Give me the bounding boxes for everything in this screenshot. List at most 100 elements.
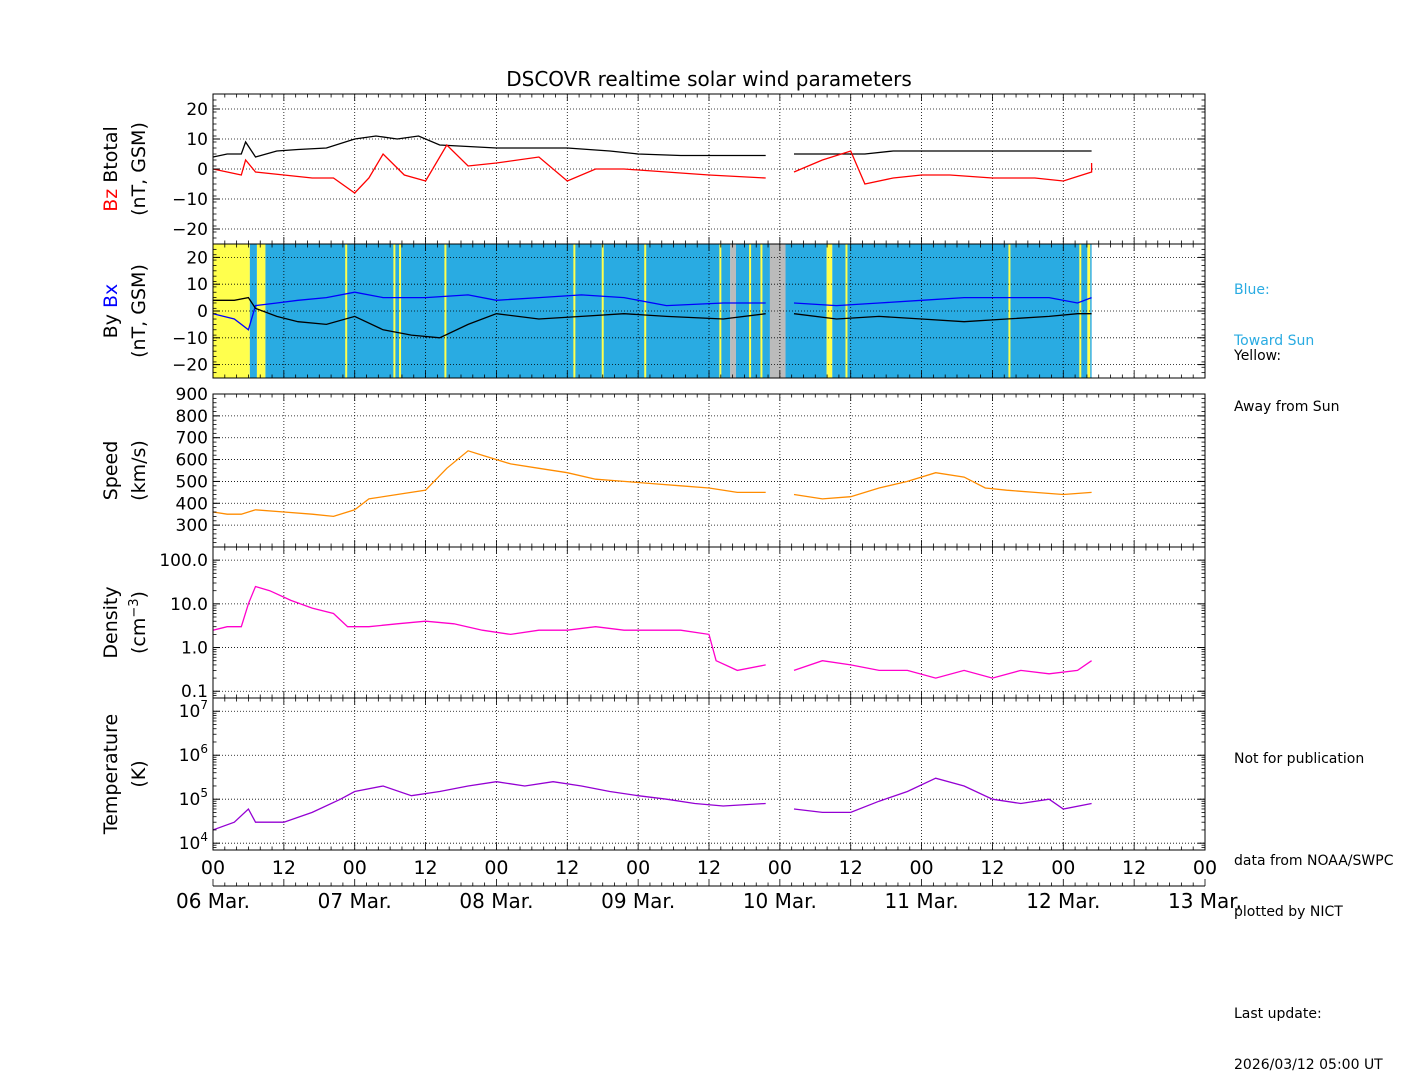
y-tick-label: 0.1 xyxy=(181,682,208,702)
x-date-label: 10 Mar. xyxy=(743,889,817,913)
grid-density xyxy=(213,547,1205,698)
y-axis-label: (km/s) xyxy=(128,440,150,501)
y-tick-label: 1.0 xyxy=(181,639,208,659)
x-date-label: 09 Mar. xyxy=(601,889,675,913)
y-tick-label: 107 xyxy=(179,698,208,722)
legend-blue-label: Blue: xyxy=(1234,282,1270,298)
y-tick-label: 700 xyxy=(176,429,208,449)
legend-yellow-text: Away from Sun xyxy=(1234,399,1340,415)
sector-streak xyxy=(393,244,396,378)
y-tick-label: 300 xyxy=(176,516,208,536)
plotted-by-note: plotted by NICT xyxy=(1234,904,1343,920)
chart-title: DSCOVR realtime solar wind parameters xyxy=(506,67,912,91)
sector-band xyxy=(785,244,827,378)
grid-speed xyxy=(213,393,1205,547)
y-axis-label: Temperature xyxy=(100,714,122,835)
x-date-label: 12 Mar. xyxy=(1026,889,1100,913)
panel-y-ticks: 104 105 106 107 xyxy=(179,697,1205,854)
x-hour-tick-label: 00 xyxy=(201,857,225,879)
sector-band xyxy=(1087,244,1091,378)
panels-layer: −20 −10 0 10 20 Bz Btotal (nT, GSM) −20 −10 0 10 20… xyxy=(100,93,1206,854)
x-hour-tick-label: 00 xyxy=(1193,857,1217,879)
x-date-label: 06 Mar. xyxy=(176,889,250,913)
legend-yellow-label: Yellow: xyxy=(1234,348,1282,364)
y-tick-label: 600 xyxy=(176,451,208,471)
y-tick-label: 20 xyxy=(186,248,208,268)
series-By xyxy=(213,296,1092,339)
x-hour-tick-label: 12 xyxy=(1122,857,1146,879)
y-tick-label: 500 xyxy=(176,472,208,492)
y-tick-label: 800 xyxy=(176,407,208,427)
y-tick-label: 900 xyxy=(176,385,208,405)
x-hour-tick-label: 00 xyxy=(768,857,792,879)
y-tick-label: −20 xyxy=(172,220,208,240)
x-hour-tick-label: 00 xyxy=(626,857,650,879)
y-axis-label: By Bx xyxy=(100,284,122,339)
sector-streak xyxy=(1008,244,1011,378)
y-tick-label: −20 xyxy=(172,356,208,376)
y-tick-label: 10 xyxy=(186,130,208,150)
x-hour-tick-label: 12 xyxy=(413,857,437,879)
x-hour-tick-label: 12 xyxy=(980,857,1004,879)
sector-band xyxy=(1090,244,1092,378)
y-tick-label: −10 xyxy=(172,190,208,210)
grid-temperature xyxy=(213,698,1205,850)
sector-band xyxy=(826,244,833,378)
y-axis-label: (cm−3) xyxy=(127,591,150,654)
x-axis: 00 12 00 12 00 12 00 12 00 12 00 12 00 12 00 06 Mar. 07 … xyxy=(176,857,1242,913)
y-tick-label: 104 xyxy=(179,830,208,854)
x-date-label: 11 Mar. xyxy=(885,889,959,913)
sector-streak xyxy=(399,244,402,378)
panel-x-ticks xyxy=(212,244,1206,378)
y-tick-label: 0 xyxy=(197,302,208,322)
y-tick-label: 10 xyxy=(186,275,208,295)
y-tick-label: 400 xyxy=(176,494,208,514)
sector-streak xyxy=(345,244,348,378)
x-hour-tick-label: 00 xyxy=(1051,857,1075,879)
y-axis-label: (K) xyxy=(128,760,150,787)
x-hour-tick-label: 00 xyxy=(909,857,933,879)
panel-bfield: −20 −10 0 10 20 Bz Btotal (nT, GSM) xyxy=(100,93,1206,245)
x-hour-tick-label: 12 xyxy=(555,857,579,879)
series-Density xyxy=(213,585,1092,679)
x-date-label: 13 Mar. xyxy=(1168,889,1242,913)
y-tick-label: 100.0 xyxy=(159,551,208,571)
panel-x-ticks xyxy=(212,94,1206,244)
y-axis-label: (nT, GSM) xyxy=(128,122,150,216)
legend-blue-text: Toward Sun xyxy=(1234,333,1315,349)
grid-bxby xyxy=(213,244,1205,378)
solar-wind-figure: DSCOVR realtime solar wind parameters −2… xyxy=(100,67,1242,913)
x-hour-tick-label: 00 xyxy=(484,857,508,879)
panel-x-ticks xyxy=(212,394,1206,547)
y-tick-label: 0 xyxy=(197,160,208,180)
panel-temperature: 104 105 106 107 Temperature (K) xyxy=(100,697,1206,854)
grid-bfield xyxy=(213,94,1205,244)
series-Bz xyxy=(213,143,1093,194)
panel-y-ticks: −20 −10 0 10 20 xyxy=(172,243,1205,379)
data-source-note: data from NOAA/SWPC xyxy=(1234,853,1394,869)
y-tick-label: 10.0 xyxy=(170,595,208,615)
y-tick-label: 105 xyxy=(179,786,208,810)
legend-away-from-sun: Yellow: Away from Sun xyxy=(1234,314,1339,433)
panel-bxby: −20 −10 0 10 20 By Bx (nT, GSM) xyxy=(100,243,1206,379)
panel-y-ticks: −20 −10 0 10 20 xyxy=(172,93,1205,245)
y-tick-label: −10 xyxy=(172,329,208,349)
panel-x-ticks xyxy=(212,698,1206,850)
sector-streak xyxy=(760,244,763,378)
panel-x-ticks xyxy=(212,547,1206,698)
y-tick-label: 20 xyxy=(186,100,208,120)
x-hour-tick-label: 12 xyxy=(272,857,296,879)
credits-block: Not for publication data from NOAA/SWPC … xyxy=(1234,717,1393,1091)
legend-toward-sun: Blue: Toward Sun xyxy=(1234,248,1314,367)
sector-streak xyxy=(444,244,447,378)
sector-band xyxy=(730,244,736,378)
panel-y-ticks: 0.1 1.0 10.0 100.0 xyxy=(159,546,1205,702)
x-date-label: 07 Mar. xyxy=(318,889,392,913)
series-Bx xyxy=(213,291,1092,331)
not-for-publication-note: Not for publication xyxy=(1234,751,1365,767)
x-date-label: 08 Mar. xyxy=(459,889,533,913)
panel-frame xyxy=(212,393,1206,548)
last-update-value: 2026/03/12 05:00 UT xyxy=(1234,1057,1383,1073)
